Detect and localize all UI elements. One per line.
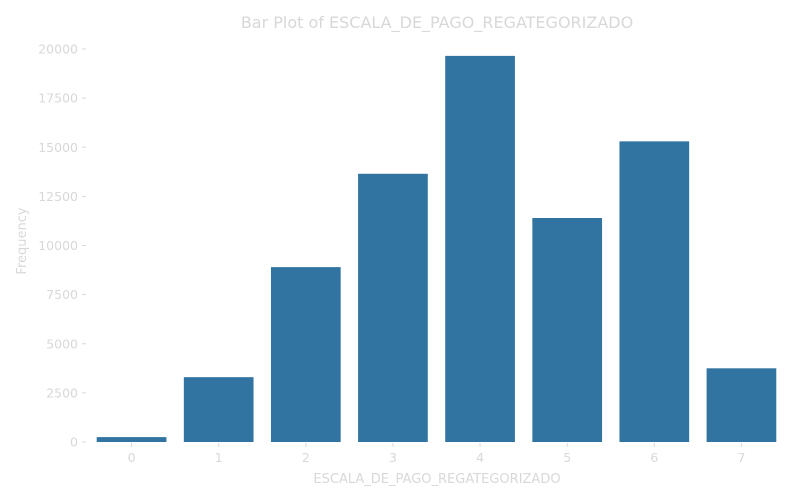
chart-title: Bar Plot of ESCALA_DE_PAGO_REGATEGORIZAD… <box>241 13 633 33</box>
bar-5 <box>532 217 603 442</box>
y-tick-label: 0 <box>70 435 78 450</box>
bar-1 <box>183 377 254 442</box>
x-tick-label: 7 <box>737 450 745 465</box>
x-tick-label: 5 <box>563 450 571 465</box>
bars-group <box>96 55 777 443</box>
bar-6 <box>619 141 690 443</box>
bar-7 <box>706 368 777 442</box>
x-tick-label: 4 <box>476 450 484 465</box>
x-tick-label: 0 <box>128 450 136 465</box>
y-tick-label: 10000 <box>38 238 78 253</box>
bar-4 <box>445 55 515 442</box>
bar-0 <box>96 437 167 442</box>
x-tick-label: 6 <box>650 450 658 465</box>
y-tick-label: 5000 <box>46 336 78 351</box>
x-tick-label: 1 <box>215 450 223 465</box>
y-tick-label: 7500 <box>46 287 78 302</box>
y-axis-label: Frequency <box>15 207 30 274</box>
x-tick-label: 3 <box>389 450 397 465</box>
y-axis-ticks: 0 2500 5000 7500 10000 12500 15000 17500 20000 <box>38 42 86 450</box>
y-tick-label: 17500 <box>38 91 78 106</box>
y-tick-label: 15000 <box>38 140 78 155</box>
y-tick-label: 20000 <box>38 42 78 57</box>
x-tick-label: 2 <box>302 450 310 465</box>
x-axis-label: ESCALA_DE_PAGO_REGATEGORIZADO <box>313 472 560 487</box>
bar-2 <box>270 267 341 442</box>
y-tick-label: 12500 <box>38 189 78 204</box>
bar-3 <box>358 173 428 442</box>
y-tick-label: 2500 <box>46 385 78 400</box>
x-axis-ticks: 0 1 2 3 4 5 6 7 <box>128 443 745 465</box>
